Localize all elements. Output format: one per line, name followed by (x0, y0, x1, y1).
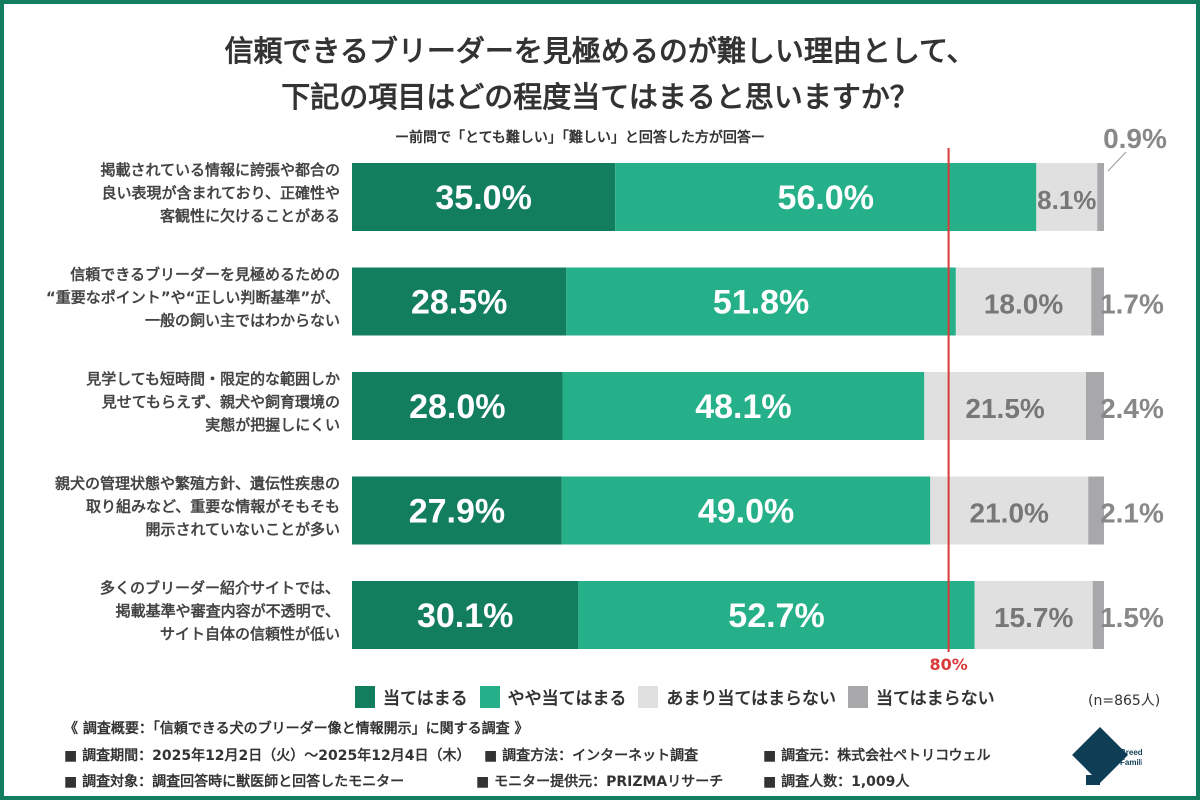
legend-swatch (479, 685, 500, 708)
leader-line (1107, 151, 1127, 172)
data-label: 56.0% (778, 179, 874, 217)
data-label: 0.9% (1103, 123, 1167, 154)
bar-segment (566, 267, 956, 336)
data-label: 15.7% (994, 602, 1073, 633)
bar-segment (930, 476, 1089, 545)
legend-label: 当てはまる (383, 689, 468, 709)
data-label: 51.8% (713, 284, 809, 322)
stacked-bar-chart: 掲載されている情報に誇張や都合の良い表現が含まれており、正確性や客観性に欠けるこ… (46, 123, 1167, 674)
category-label: 良い表現が含まれており、正確性や (101, 184, 340, 202)
legend-item: やや当てはまる (479, 684, 627, 709)
data-label: 30.1% (417, 597, 513, 635)
data-label: 35.0% (435, 179, 531, 217)
category-label: 客観性に欠けることがある (159, 207, 340, 225)
svg-text:Families: Families (1120, 758, 1142, 767)
data-label: 48.1% (695, 388, 791, 426)
category-label: 見学しても短時間・限定的な範囲しか (85, 370, 340, 388)
data-label: 1.5% (1100, 602, 1164, 633)
bar-segment (1091, 267, 1104, 336)
legend-label: やや当てはまる (507, 689, 627, 709)
bar-segment (1036, 163, 1098, 231)
data-label: 21.5% (965, 393, 1044, 424)
bar-segment (1088, 476, 1104, 545)
legend-label: 当てはまらない (876, 689, 995, 709)
legend: 当てはまる やや当てはまる あまり当てはまらない 当てはまらない (355, 684, 995, 709)
category-label: 開示されていないことが多い (145, 521, 340, 539)
survey-heading: 《 調査概要：「信頼できる犬のブリーダー像と情報開示」に関する調査 》 (64, 721, 529, 737)
bar-segment (955, 267, 1092, 336)
svg-text:Breeder: Breeder (1120, 748, 1142, 757)
category-label: 実態が把握しにくい (205, 416, 340, 434)
survey-target: ■ 調査対象：調査回答時に獣医師と回答したモニター (64, 774, 405, 790)
bar-segment (924, 372, 1086, 440)
data-label: 2.4% (1100, 393, 1164, 424)
bar-segment (352, 372, 563, 440)
category-label: 親犬の管理状態や繁殖方針、遺伝性疾患の (55, 475, 340, 493)
monitor-provider: ■ モニター提供元：PRIZMAリサーチ (476, 774, 724, 790)
data-label: 8.1% (1037, 185, 1096, 215)
chart-title-line-1: 信頼できるブリーダーを見極めるのが難しい理由として、 (224, 34, 976, 68)
legend-label: あまり当てはまらない (666, 689, 837, 709)
legend-item: あまり当てはまらない (638, 684, 836, 709)
survey-method: ■ 調査方法：インターネット調査 (484, 748, 699, 764)
legend-item: 当てはまる (355, 684, 468, 709)
data-label: 18.0% (984, 289, 1063, 320)
data-label: 21.0% (970, 498, 1049, 529)
legend-item: 当てはまらない (848, 684, 995, 709)
bar-segment (974, 581, 1093, 649)
bar-segment (352, 163, 616, 231)
data-label: 28.5% (411, 284, 507, 322)
legend-swatch (638, 685, 659, 708)
category-label: 一般の飼い主ではわからない (145, 312, 340, 330)
reference-line-label: 80% (929, 655, 967, 674)
bar-segment (352, 476, 562, 545)
bar-segment (1097, 163, 1104, 231)
data-label: 52.7% (728, 597, 824, 635)
sample-size: (n=865人) (1088, 693, 1161, 709)
category-label: 掲載基準や審査内容が不透明で、 (116, 602, 340, 620)
bar-segment (352, 267, 567, 336)
breeder-families-logo: Breeder Families (1072, 727, 1142, 785)
chart-subtitle: ー前問で「とても難しい」「難しい」と回答した方が回答ー (395, 130, 765, 146)
survey-period: ■ 調査期間：2025年12月2日（火）～2025年12月4日（木） (64, 748, 471, 764)
bar-segment (1085, 372, 1104, 440)
legend-swatch (848, 685, 869, 708)
category-label: 多くのブリーダー紹介サイトでは、 (100, 579, 340, 597)
category-label: 掲載されている情報に誇張や都合の (100, 161, 340, 179)
bar-segment (562, 372, 925, 440)
category-label: サイト自体の信頼性が低い (160, 625, 340, 643)
data-label: 1.7% (1100, 289, 1164, 320)
legend-swatch (355, 685, 375, 708)
category-label: 取り組みなど、重要な情報がそもそも (86, 498, 340, 516)
survey-source: ■ 調査元：株式会社ペトリコウェル (763, 748, 991, 764)
chart-title-line-2: 下記の項目はどの程度当てはまると思いますか？ (281, 80, 919, 114)
data-label: 27.9% (409, 493, 505, 531)
data-label: 49.0% (698, 493, 794, 531)
bar-segment (561, 476, 931, 545)
category-label: “重要なポイント”や“正しい判断基準”が、 (46, 289, 340, 307)
category-label: 信頼できるブリーダーを見極めるための (70, 266, 340, 284)
bar-segment (615, 163, 1037, 231)
bar-segment (1092, 581, 1104, 649)
bar-segment (578, 581, 975, 649)
survey-count: ■ 調査人数：1,009人 (763, 774, 910, 790)
data-label: 2.1% (1100, 498, 1164, 529)
bar-segment (352, 581, 579, 649)
data-label: 28.0% (409, 388, 505, 426)
category-label: 見せてもらえず、親犬や飼育環境の (101, 393, 340, 411)
